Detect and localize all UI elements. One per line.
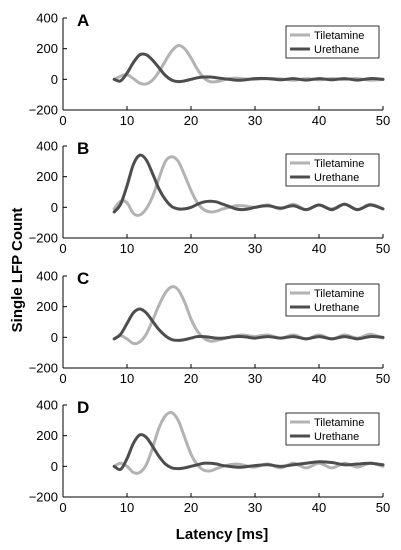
legend-box — [285, 25, 380, 59]
legend-box — [285, 412, 380, 446]
x-tick-label: 0 — [59, 113, 66, 128]
y-axis-label: Single LFP Count — [9, 208, 26, 333]
legend-label-urethane: Urethane — [314, 431, 359, 443]
x-tick-label: 0 — [59, 241, 66, 256]
x-tick-label: 40 — [312, 371, 326, 386]
y-tick-label: 400 — [36, 139, 58, 154]
legend-label-urethane: Urethane — [314, 172, 359, 184]
panel-label: D — [77, 398, 89, 417]
legend-label-tiletamine: Tiletamine — [314, 158, 364, 170]
x-tick-label: 20 — [184, 241, 198, 256]
x-tick-label: 30 — [248, 241, 262, 256]
series-line-urethane — [112, 307, 385, 342]
legend-box — [285, 153, 380, 187]
x-tick-label: 40 — [312, 500, 326, 515]
y-tick-label: 400 — [36, 398, 58, 413]
x-axis-label: Latency [ms] — [176, 526, 269, 543]
y-tick-label: 400 — [36, 269, 58, 284]
y-tick-label: 0 — [51, 72, 58, 87]
x-tick-label: 40 — [312, 241, 326, 256]
legend-label-tiletamine: Tiletamine — [314, 417, 364, 429]
x-tick-label: 10 — [120, 241, 134, 256]
y-tick-label: −200 — [29, 103, 58, 118]
legend: Tiletamine Urethane — [285, 153, 380, 187]
panel-label: C — [77, 269, 89, 288]
x-tick-label: 20 — [184, 500, 198, 515]
x-tick-label: 50 — [376, 500, 390, 515]
x-tick-label: 50 — [376, 113, 390, 128]
x-tick-label: 30 — [248, 371, 262, 386]
legend-box — [285, 283, 380, 317]
y-tick-label: 200 — [36, 299, 58, 314]
legend: Tiletamine Urethane — [285, 412, 380, 446]
x-tick-label: 20 — [184, 113, 198, 128]
y-tick-label: 200 — [36, 169, 58, 184]
series-line-tiletamine — [112, 410, 385, 475]
y-tick-label: 0 — [51, 330, 58, 345]
x-tick-label: 50 — [376, 241, 390, 256]
x-tick-label: 20 — [184, 371, 198, 386]
legend-label-urethane: Urethane — [314, 302, 359, 314]
y-tick-label: −200 — [29, 231, 58, 246]
x-tick-label: 30 — [248, 500, 262, 515]
y-tick-label: 0 — [51, 200, 58, 215]
x-tick-label: 0 — [59, 371, 66, 386]
legend-label-urethane: Urethane — [314, 44, 359, 56]
x-tick-label: 50 — [376, 371, 390, 386]
series-line-urethane — [112, 153, 385, 214]
legend: Tiletamine Urethane — [285, 283, 380, 317]
series-line-urethane — [112, 52, 385, 84]
y-tick-label: 200 — [36, 428, 58, 443]
x-tick-label: 10 — [120, 113, 134, 128]
x-tick-label: 30 — [248, 113, 262, 128]
y-tick-label: 0 — [51, 459, 58, 474]
y-tick-label: 400 — [36, 11, 58, 26]
y-tick-label: 200 — [36, 41, 58, 56]
series-line-urethane — [112, 433, 385, 472]
panel-label: A — [77, 11, 89, 30]
legend-label-tiletamine: Tiletamine — [314, 30, 364, 42]
panel-label: B — [77, 139, 89, 158]
legend-label-tiletamine: Tiletamine — [314, 288, 364, 300]
legend: Tiletamine Urethane — [285, 25, 380, 59]
x-tick-label: 0 — [59, 500, 66, 515]
y-tick-label: −200 — [29, 490, 58, 505]
y-tick-label: −200 — [29, 361, 58, 376]
x-tick-label: 40 — [312, 113, 326, 128]
x-tick-label: 10 — [120, 371, 134, 386]
x-tick-label: 10 — [120, 500, 134, 515]
